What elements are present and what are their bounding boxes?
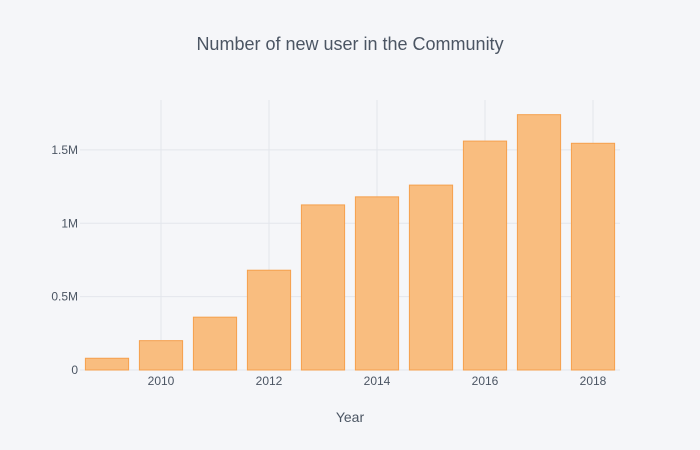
y-tick-label: 0: [71, 363, 78, 377]
bar-2015: [408, 184, 454, 371]
x-axis-title: Year: [336, 409, 365, 425]
bar-2016: [462, 140, 508, 371]
bar-2014: [354, 196, 400, 371]
y-tick-label: 1M: [61, 216, 78, 230]
x-tick-label: 2018: [580, 374, 607, 388]
x-tick-label: 2010: [148, 374, 175, 388]
bar-2011: [192, 316, 238, 371]
x-tick-label: 2012: [256, 374, 283, 388]
bar-2012: [246, 269, 292, 371]
bars: [84, 114, 616, 371]
bar-2013: [300, 204, 346, 371]
bar-2017: [516, 114, 562, 371]
bar-2010: [138, 340, 184, 371]
x-tick-labels: 2010 2012 2014 2016 2018: [148, 374, 607, 388]
y-tick-label: 0.5M: [51, 290, 78, 304]
x-tick-label: 2014: [364, 374, 391, 388]
bar-2018: [570, 142, 616, 371]
bar-2009: [84, 357, 130, 371]
x-tick-label: 2016: [472, 374, 499, 388]
chart-title: Number of new user in the Community: [196, 34, 503, 54]
y-tick-label: 1.5M: [51, 143, 78, 157]
y-tick-labels: 0 0.5M 1M 1.5M: [51, 143, 78, 377]
